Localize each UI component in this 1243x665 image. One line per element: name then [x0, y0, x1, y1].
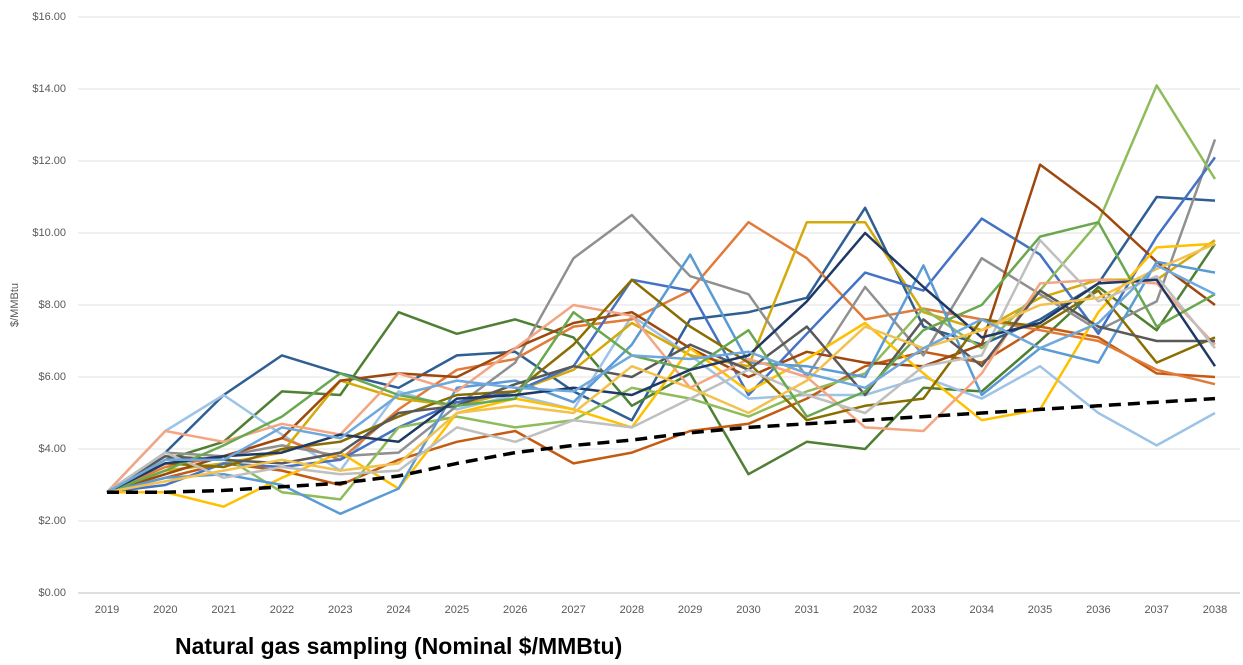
series-line	[107, 242, 1216, 508]
x-tick-label: 2032	[853, 604, 877, 616]
y-tick-label: $10.00	[32, 227, 66, 239]
x-tick-label: 2031	[795, 604, 819, 616]
x-tick-label: 2027	[561, 604, 585, 616]
y-tick-label: $2.00	[38, 515, 66, 527]
x-tick-label: 2024	[386, 604, 410, 616]
series-line	[106, 242, 1216, 494]
series-line	[106, 195, 1216, 494]
x-tick-label: 2034	[969, 604, 993, 616]
y-tick-label: $0.00	[38, 587, 66, 599]
series-line	[106, 238, 1216, 494]
x-tick-label: 2028	[620, 604, 644, 616]
trend-line	[107, 396, 1216, 494]
x-tick-label: 2023	[328, 604, 352, 616]
chart-title: Natural gas sampling (Nominal $/MMBtu)	[175, 633, 622, 659]
series-line	[106, 278, 1216, 494]
y-axis-label: $/MMBtu	[9, 283, 21, 327]
x-tick-label: 2026	[503, 604, 527, 616]
x-tick-label: 2021	[211, 604, 235, 616]
x-tick-label: 2036	[1086, 604, 1110, 616]
x-tick-label: 2037	[1144, 604, 1168, 616]
x-tick-label: 2025	[445, 604, 469, 616]
y-tick-label: $12.00	[32, 155, 66, 167]
x-tick-label: 2030	[736, 604, 760, 616]
x-tick-label: 2038	[1203, 604, 1227, 616]
series-line	[106, 253, 1216, 516]
series-line	[106, 264, 1216, 494]
y-tick-label: $8.00	[38, 299, 66, 311]
y-tick-label: $6.00	[38, 371, 66, 383]
x-tick-label: 2033	[911, 604, 935, 616]
series-line	[106, 231, 1217, 494]
x-tick-label: 2020	[153, 604, 177, 616]
x-tick-label: 2022	[270, 604, 294, 616]
x-tick-label: 2029	[678, 604, 702, 616]
y-tick-label: $4.00	[38, 443, 66, 455]
y-tick-label: $16.00	[32, 11, 66, 23]
y-tick-label: $14.00	[32, 83, 66, 95]
series-line	[106, 220, 1216, 494]
x-tick-label: 2035	[1028, 604, 1052, 616]
x-tick-label: 2019	[95, 604, 119, 616]
